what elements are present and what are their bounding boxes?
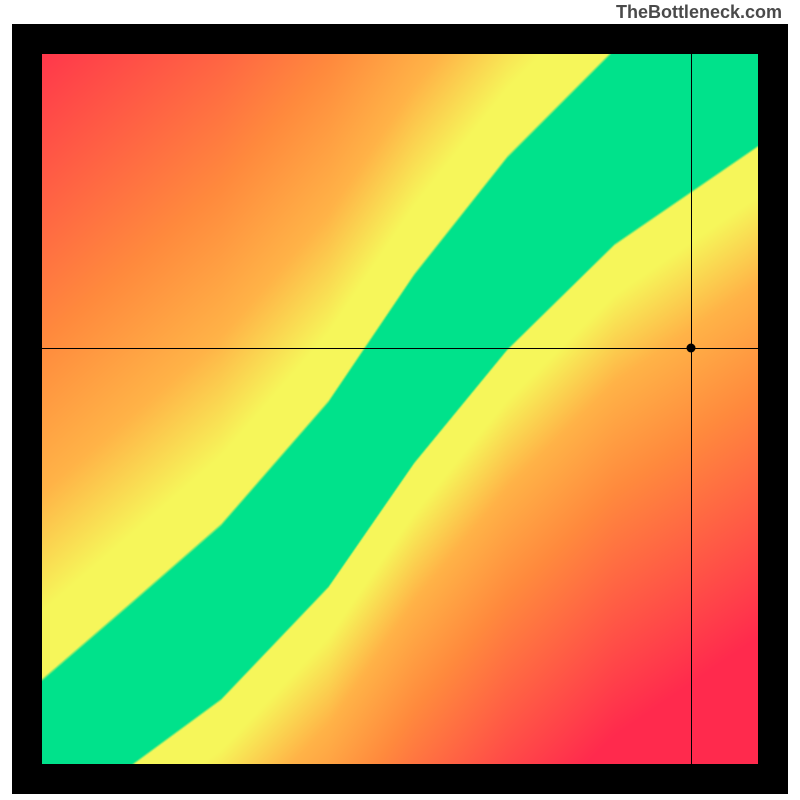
chart-container: TheBottleneck.com [0, 0, 800, 800]
plot-area [42, 54, 758, 764]
watermark-text: TheBottleneck.com [616, 2, 782, 23]
plot-frame [12, 24, 788, 794]
crosshair-horizontal [42, 348, 758, 349]
crosshair-marker [687, 343, 696, 352]
heatmap-canvas [42, 54, 758, 764]
crosshair-vertical [691, 54, 692, 764]
